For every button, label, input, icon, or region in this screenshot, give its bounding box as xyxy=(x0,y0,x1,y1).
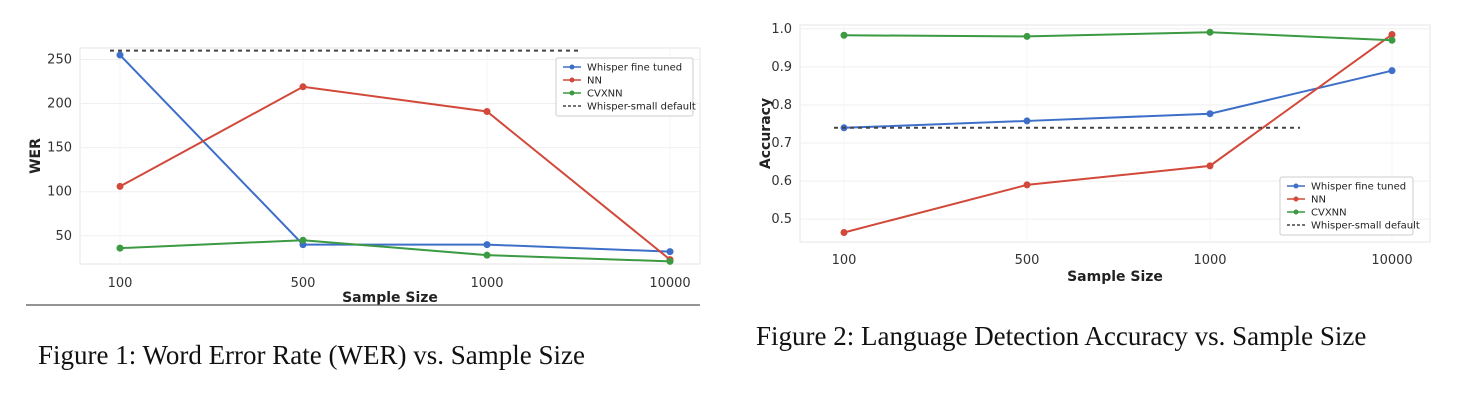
y-axis-label: Accuracy xyxy=(758,98,774,169)
legend-item-nn: NN xyxy=(563,76,602,87)
figure-1-chart: 50 100 150 200 250 100 500 1000 10000 Sample Size… xyxy=(0,0,720,330)
legend-label: Whisper fine tuned xyxy=(1311,182,1406,193)
y-tick-label: 50 xyxy=(55,229,72,244)
x-tick-label: 1000 xyxy=(470,276,503,291)
nn-point xyxy=(1206,162,1214,170)
whisper-fine-tuned-point xyxy=(666,248,674,256)
cvxnn-line xyxy=(119,239,671,263)
nn-point xyxy=(1023,181,1031,189)
whisper-fine-tuned-point xyxy=(1206,110,1214,118)
legend-marker xyxy=(1293,209,1299,215)
x-axis-label: Sample Size xyxy=(342,290,438,306)
cvxnn-line xyxy=(843,31,1393,42)
y-tick-label: 0.7 xyxy=(771,136,792,151)
cvxnn-point xyxy=(840,31,848,39)
x-tick-label: 10000 xyxy=(649,276,690,291)
y-tick-label: 100 xyxy=(47,185,72,200)
y-tick-label: 0.5 xyxy=(771,212,792,227)
nn-line xyxy=(843,33,1393,234)
legend-label: CVXNN xyxy=(587,89,623,100)
legend-marker xyxy=(569,64,575,70)
legend-item-nn: NN xyxy=(1287,195,1326,206)
whisper-fine-tuned-line xyxy=(843,69,1393,129)
whisper-fine-tuned-point xyxy=(1023,117,1031,125)
nn-point xyxy=(299,83,307,91)
nn-point xyxy=(1388,31,1396,39)
cvxnn-point xyxy=(1206,28,1214,36)
x-axis-label: Sample Size xyxy=(1067,269,1163,285)
legend-label: Whisper-small default xyxy=(1311,221,1420,232)
cvxnn-point xyxy=(666,257,674,265)
y-tick-label: 0.6 xyxy=(771,174,792,189)
x-tick-label: 100 xyxy=(108,276,133,291)
legend-marker xyxy=(1293,196,1299,202)
nn-line xyxy=(119,85,671,261)
cvxnn-point xyxy=(299,236,307,244)
cvxnn-point xyxy=(1023,32,1031,40)
figure-1-caption: Figure 1: Word Error Rate (WER) vs. Samp… xyxy=(38,340,585,370)
nn-point xyxy=(116,182,124,190)
legend-label: NN xyxy=(587,76,602,87)
y-tick-label: 0.8 xyxy=(771,98,792,113)
x-tick-label: 10000 xyxy=(1371,253,1412,268)
legend-box xyxy=(555,57,694,117)
cvxnn-point xyxy=(116,244,124,252)
legend-item-whisper-fine-tuned: Whisper fine tuned xyxy=(1287,182,1406,193)
legend: Whisper fine tuned NN CVXNN Whisper-small d… xyxy=(1279,176,1420,236)
legend-marker xyxy=(1293,183,1299,189)
y-tick-label: 250 xyxy=(47,52,72,67)
x-tick-label: 100 xyxy=(832,253,857,268)
legend-label: CVXNN xyxy=(1311,208,1347,219)
legend-item-cvxnn: CVXNN xyxy=(1287,208,1347,219)
legend-marker xyxy=(569,77,575,83)
legend-label: Whisper fine tuned xyxy=(587,63,682,74)
legend: Whisper fine tuned NN CVXNN Whisper-small d… xyxy=(555,57,696,117)
whisper-fine-tuned-point xyxy=(483,241,491,249)
y-tick-label: 1.0 xyxy=(771,22,792,37)
x-tick-label: 1000 xyxy=(1193,253,1226,268)
nn-point xyxy=(840,228,848,236)
legend-item-cvxnn: CVXNN xyxy=(563,89,623,100)
figure-2-chart: 0.5 0.6 0.7 0.8 0.9 1.0 100 500 1000 10000 Sample … xyxy=(730,0,1466,310)
wer-chart: 50 100 150 200 250 100 500 1000 10000 Sample Size… xyxy=(26,47,701,306)
legend-marker xyxy=(569,90,575,96)
whisper-fine-tuned-line xyxy=(119,54,671,253)
accuracy-chart: 0.5 0.6 0.7 0.8 0.9 1.0 100 500 1000 10000 Sample … xyxy=(758,22,1431,285)
y-axis-label: WER xyxy=(28,138,44,174)
cvxnn-point xyxy=(1388,36,1396,44)
legend-label: Whisper-small default xyxy=(587,102,696,113)
whisper-fine-tuned-point xyxy=(116,51,124,59)
nn-point xyxy=(483,107,491,115)
whisper-fine-tuned-point xyxy=(1388,67,1396,75)
legend-item-whisper-small-default: Whisper-small default xyxy=(1287,221,1420,232)
y-tick-label: 0.9 xyxy=(771,60,792,75)
figure-2-caption: Figure 2: Language Detection Accuracy vs… xyxy=(756,321,1367,351)
y-tick-label: 200 xyxy=(47,97,72,112)
legend-box xyxy=(1279,176,1414,236)
legend-label: NN xyxy=(1311,195,1326,206)
x-tick-label: 500 xyxy=(1015,253,1040,268)
legend-item-whisper-fine-tuned: Whisper fine tuned xyxy=(563,63,682,74)
x-tick-label: 500 xyxy=(291,276,316,291)
y-tick-label: 150 xyxy=(47,141,72,156)
legend-item-whisper-small-default: Whisper-small default xyxy=(563,102,696,113)
cvxnn-point xyxy=(483,251,491,259)
